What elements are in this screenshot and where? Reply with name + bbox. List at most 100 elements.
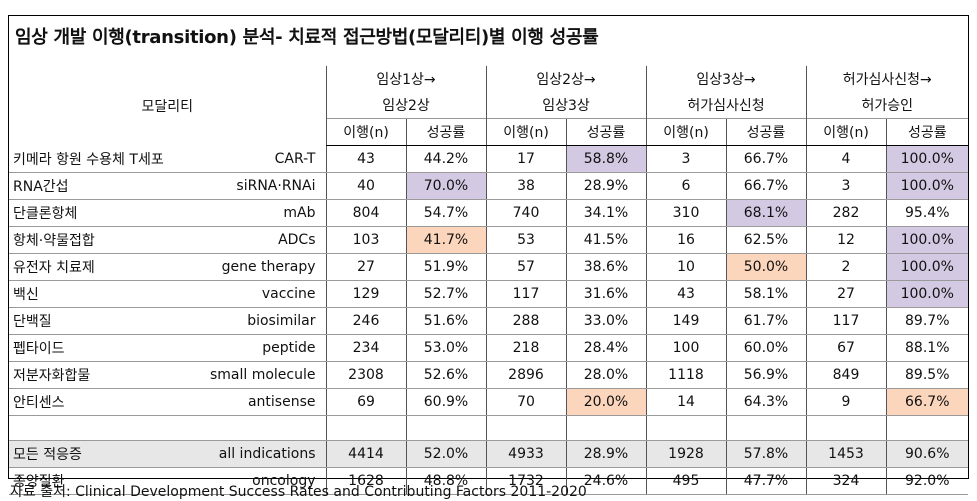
cell-transition-count: 4 [805,145,886,173]
cell-success-rate: 60.0% [725,334,806,362]
cell-success-rate: 51.9% [405,253,486,281]
modality-name-kr: 종양질환 [9,467,209,495]
cell-transition-count: 246 [325,307,406,335]
cell-success-rate: 53.0% [405,334,486,362]
table-row: 저분자화합물 small molecule 2308 52.6% 2896 28.0% 11… [9,361,969,389]
cell-transition-count: 16 [645,226,726,254]
cell-success-rate: 38.6% [565,253,646,281]
cell-success-rate: 34.1% [565,199,646,227]
cell-transition-count: 117 [485,280,566,308]
cell-success-rate: 24.6% [565,467,646,495]
cell-success-rate: 66.7% [725,145,806,173]
cell-transition-count: 3 [645,145,726,173]
table-row: 모든 적응증 all indications 4414 52.0% 4933 28.9% 1… [9,440,969,468]
cell-transition-count: 1732 [485,467,566,495]
cell-success-rate: 52.7% [405,280,486,308]
cell-success-rate: 100.0% [885,145,969,173]
cell-transition-count: 27 [325,253,406,281]
cell-transition-count: 43 [645,280,726,308]
cell-transition-count: 1628 [325,467,406,495]
cell-success-rate: 54.7% [405,199,486,227]
modality-name-en: all indications [209,440,326,468]
cell-transition-count: 12 [805,226,886,254]
table-row: 단백질 biosimilar 246 51.6% 288 33.0% 149 61.7% 117… [9,307,969,335]
cell-success-rate: 62.5% [725,226,806,254]
cell-transition-count: 103 [325,226,406,254]
cell-transition-count: 310 [645,199,726,227]
phase-header-line2: 허가심사신청 [645,92,806,119]
col-header-n: 이행(n) [805,118,886,146]
phase-header-line2: 임상3상 [485,92,646,119]
modality-name-en: vaccine [209,280,326,308]
modality-name-kr: 유전자 치료제 [9,253,209,281]
cell-transition-count: 53 [485,226,566,254]
cell-transition-count: 14 [645,388,726,416]
cell-success-rate: 60.9% [405,388,486,416]
cell-transition-count: 740 [485,199,566,227]
col-header-n: 이행(n) [645,118,726,146]
col-header-rate: 성공률 [565,118,646,146]
cell-success-rate: 66.7% [885,388,969,416]
cell-transition-count: 1928 [645,440,726,468]
cell-success-rate: 20.0% [565,388,646,416]
modality-name-kr: 펩타이드 [9,334,209,362]
spacer-row [9,415,969,441]
cell-success-rate: 100.0% [885,226,969,254]
cell-success-rate: 52.6% [405,361,486,389]
modality-name-en: CAR-T [209,145,326,173]
cell-success-rate: 33.0% [565,307,646,335]
modality-name-kr: 단백질 [9,307,209,335]
cell-success-rate: 68.1% [725,199,806,227]
cell-transition-count: 9 [805,388,886,416]
cell-success-rate: 88.1% [885,334,969,362]
cell-transition-count: 67 [805,334,886,362]
cell-success-rate: 51.6% [405,307,486,335]
cell-success-rate: 52.0% [405,440,486,468]
modality-name-en: biosimilar [209,307,326,335]
cell-transition-count: 218 [485,334,566,362]
table-body: 키메라 항원 수용체 T세포 CAR-T 43 44.2% 17 58.8% 3 66.7% 4… [9,145,969,495]
cell-success-rate: 64.3% [725,388,806,416]
cell-transition-count: 1453 [805,440,886,468]
table-row: RNA간섭 siRNA·RNAi 40 70.0% 38 28.9% 6 66.7% 3 100.… [9,172,969,200]
cell-transition-count: 4933 [485,440,566,468]
modality-name-kr: 안티센스 [9,388,209,416]
cell-success-rate: 28.9% [565,172,646,200]
cell-success-rate: 89.7% [885,307,969,335]
table-row: 단클론항체 mAb 804 54.7% 740 34.1% 310 68.1% 282 95.4% [9,199,969,227]
modality-name-kr: 항체·약물접합 [9,226,209,254]
phase-header-line2: 허가승인 [805,92,969,119]
col-header-rate: 성공률 [725,118,806,146]
cell-success-rate: 57.8% [725,440,806,468]
cell-transition-count: 100 [645,334,726,362]
modality-name-en: peptide [209,334,326,362]
cell-transition-count: 17 [485,145,566,173]
cell-success-rate: 31.6% [565,280,646,308]
cell-transition-count: 324 [805,467,886,495]
cell-transition-count: 2308 [325,361,406,389]
cell-transition-count: 3 [805,172,886,200]
cell-success-rate: 41.5% [565,226,646,254]
modality-name-kr: 백신 [9,280,209,308]
cell-success-rate: 100.0% [885,253,969,281]
cell-success-rate: 58.1% [725,280,806,308]
modality-name-en: antisense [209,388,326,416]
modality-name-en: siRNA·RNAi [209,172,326,200]
cell-success-rate: 44.2% [405,145,486,173]
cell-success-rate: 100.0% [885,172,969,200]
cell-success-rate: 50.0% [725,253,806,281]
cell-success-rate: 28.0% [565,361,646,389]
cell-transition-count: 149 [645,307,726,335]
cell-success-rate: 90.6% [885,440,969,468]
phase-header-line2: 임상2상 [325,92,486,119]
cell-transition-count: 70 [485,388,566,416]
cell-transition-count: 4414 [325,440,406,468]
table-row: 키메라 항원 수용체 T세포 CAR-T 43 44.2% 17 58.8% 3 66.7% 4… [9,145,969,173]
cell-success-rate: 89.5% [885,361,969,389]
cell-success-rate: 47.7% [725,467,806,495]
modality-name-kr: 키메라 항원 수용체 T세포 [9,145,209,173]
cell-transition-count: 69 [325,388,406,416]
modality-name-kr: 단클론항체 [9,199,209,227]
cell-success-rate: 56.9% [725,361,806,389]
modality-name-en: ADCs [209,226,326,254]
